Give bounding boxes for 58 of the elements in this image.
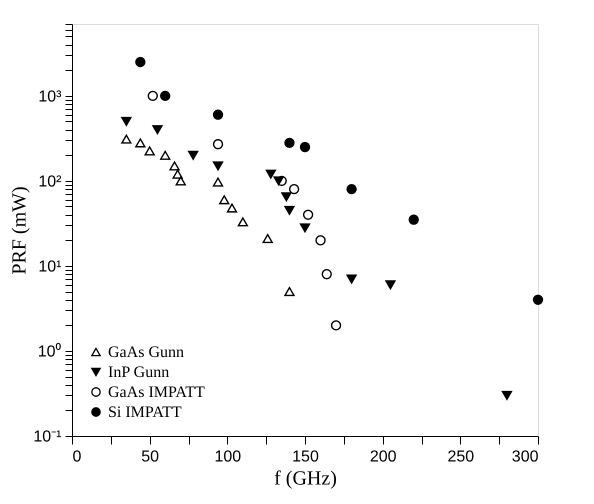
point xyxy=(502,390,512,400)
x-tick-label: 250 xyxy=(447,448,474,466)
legend-label: Si IMPATT xyxy=(108,404,182,421)
y-tick-label: 10⁻¹ xyxy=(33,428,62,446)
point xyxy=(532,294,544,305)
point xyxy=(172,170,183,179)
point xyxy=(188,150,198,160)
y-axis-title: PRF (mW) xyxy=(8,186,30,275)
point xyxy=(212,177,224,187)
point xyxy=(160,150,170,160)
y-tick-label: 10¹ xyxy=(38,258,62,276)
y-tick-label: 10³ xyxy=(38,88,62,106)
y-tick-label: 10⁰ xyxy=(38,342,62,360)
point xyxy=(121,116,132,126)
point xyxy=(284,206,295,215)
x-tick-label: 50 xyxy=(141,448,160,466)
point xyxy=(212,161,224,170)
point xyxy=(346,184,357,194)
point xyxy=(284,286,295,296)
x-tick-label: 300 xyxy=(512,448,539,466)
point xyxy=(212,110,224,120)
y-tick-label: 10² xyxy=(38,173,62,190)
x-tick-label: 200 xyxy=(370,448,397,466)
legend-label: GaAs IMPATT xyxy=(108,384,205,401)
point xyxy=(266,170,276,179)
point xyxy=(148,90,158,102)
point xyxy=(121,134,132,144)
point xyxy=(144,146,155,156)
x-tick-label: 0 xyxy=(72,448,82,466)
point xyxy=(315,235,326,246)
point xyxy=(135,138,146,148)
point xyxy=(160,90,170,102)
point xyxy=(169,161,180,170)
point xyxy=(212,139,224,150)
x-axis-title: f (GHz) xyxy=(274,468,337,490)
point xyxy=(281,192,292,202)
point xyxy=(322,269,332,280)
legend-label: GaAs Gunn xyxy=(108,344,184,361)
point xyxy=(346,274,357,284)
point xyxy=(300,142,310,152)
point xyxy=(300,223,310,232)
point xyxy=(408,214,419,225)
x-tick-label: 100 xyxy=(214,448,242,466)
point xyxy=(284,138,295,148)
point xyxy=(135,56,146,68)
legend-label: InP Gunn xyxy=(108,364,170,381)
point xyxy=(152,125,163,134)
point xyxy=(330,320,342,331)
x-tick-label: 150 xyxy=(292,448,319,466)
point xyxy=(262,234,273,244)
point xyxy=(219,195,230,204)
point xyxy=(238,217,248,226)
point xyxy=(226,203,238,213)
point xyxy=(276,176,287,186)
point xyxy=(176,176,186,186)
point xyxy=(302,210,314,220)
point xyxy=(385,280,396,290)
point xyxy=(288,184,300,194)
